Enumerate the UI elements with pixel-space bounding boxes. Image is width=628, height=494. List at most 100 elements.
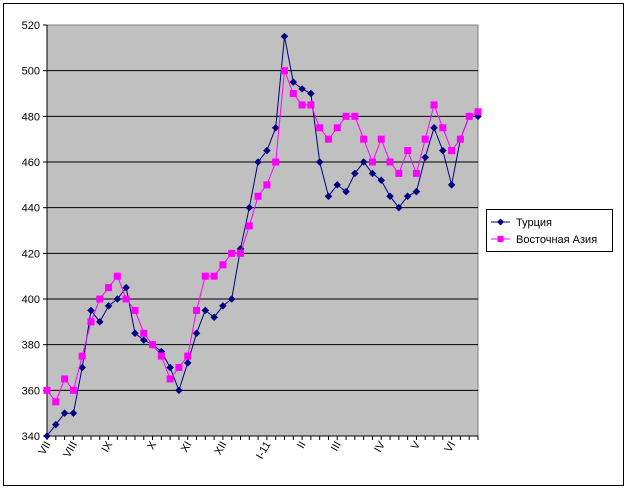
y-tick-label: 480	[22, 111, 40, 123]
data-point	[140, 329, 148, 337]
data-point	[386, 192, 394, 201]
data-point	[95, 317, 104, 326]
legend-box	[486, 209, 613, 252]
data-point	[263, 146, 271, 155]
data-point	[122, 283, 131, 292]
data-point	[149, 341, 157, 349]
data-point	[78, 352, 86, 360]
y-tick-label: 340	[22, 431, 40, 443]
data-point	[447, 180, 456, 189]
data-point	[316, 124, 324, 132]
data-point	[289, 78, 298, 86]
data-point	[421, 135, 429, 143]
data-point	[438, 146, 447, 155]
data-point	[201, 306, 210, 315]
data-point	[359, 158, 368, 166]
x-tick-label: VII	[36, 440, 53, 458]
data-point	[245, 222, 253, 230]
data-point	[43, 432, 51, 440]
data-point	[403, 192, 412, 201]
data-point	[131, 329, 139, 338]
data-point	[87, 318, 95, 326]
data-point	[315, 158, 324, 166]
data-point	[394, 203, 403, 212]
data-point	[183, 359, 192, 367]
y-tick-label: 520	[22, 20, 40, 32]
data-point	[157, 352, 165, 360]
data-point	[456, 135, 464, 143]
data-point	[96, 295, 104, 303]
data-point	[69, 386, 77, 394]
legend-item: Турция	[491, 217, 552, 229]
data-point	[298, 101, 306, 109]
y-tick-label: 380	[22, 340, 40, 352]
data-point	[60, 409, 69, 418]
data-point	[175, 386, 183, 395]
data-point	[368, 169, 377, 178]
y-tick-label: 360	[22, 385, 40, 397]
data-point	[360, 135, 368, 143]
y-tick-label: 500	[22, 66, 40, 78]
data-point	[105, 284, 113, 292]
data-point	[263, 181, 271, 189]
y-tick-label: 420	[22, 248, 40, 260]
data-point	[430, 101, 438, 109]
data-point	[184, 352, 192, 360]
data-point	[351, 112, 359, 120]
data-point	[395, 169, 403, 177]
data-point	[333, 180, 342, 189]
data-point	[412, 187, 421, 196]
data-point	[280, 32, 289, 41]
data-point	[430, 123, 438, 132]
data-point	[166, 375, 174, 383]
data-point	[351, 169, 359, 178]
data-point	[342, 112, 350, 120]
data-point	[131, 306, 139, 314]
data-point	[166, 363, 174, 372]
y-tick-label: 440	[22, 203, 40, 215]
legend-marker	[497, 236, 504, 242]
data-point	[192, 329, 201, 338]
data-point	[69, 409, 78, 418]
data-point	[210, 272, 218, 280]
data-point	[52, 398, 60, 406]
data-point	[333, 124, 341, 132]
data-point	[465, 112, 473, 120]
legend-marker	[497, 218, 504, 226]
plot-area	[46, 24, 479, 437]
data-point	[421, 153, 430, 162]
data-point	[104, 301, 113, 310]
data-point	[307, 101, 315, 109]
data-point	[254, 192, 262, 200]
x-tick-label: XI	[179, 440, 195, 455]
data-point	[289, 90, 297, 97]
data-point	[342, 187, 350, 196]
legend: Турция Восточная Азия	[486, 209, 613, 252]
data-point	[324, 135, 332, 143]
data-point	[280, 67, 288, 75]
data-point	[87, 306, 95, 315]
data-point	[298, 85, 306, 93]
y-tick-label: 460	[22, 157, 40, 169]
data-point	[412, 169, 420, 177]
x-tick-label: XII	[212, 440, 229, 458]
data-point	[377, 176, 386, 185]
series-2	[43, 67, 482, 406]
data-point	[51, 420, 60, 429]
data-point	[324, 192, 333, 201]
data-point	[271, 123, 280, 132]
data-point	[272, 158, 280, 166]
data-point	[386, 158, 394, 166]
series-1	[43, 32, 482, 440]
data-point	[237, 249, 245, 257]
legend-label: Турция	[516, 217, 552, 229]
data-point	[43, 386, 51, 394]
legend-label: Восточная Азия	[516, 234, 597, 246]
data-point	[228, 249, 236, 257]
data-point	[448, 147, 456, 155]
data-point	[439, 124, 447, 132]
data-point	[245, 203, 254, 212]
data-point	[219, 301, 227, 310]
